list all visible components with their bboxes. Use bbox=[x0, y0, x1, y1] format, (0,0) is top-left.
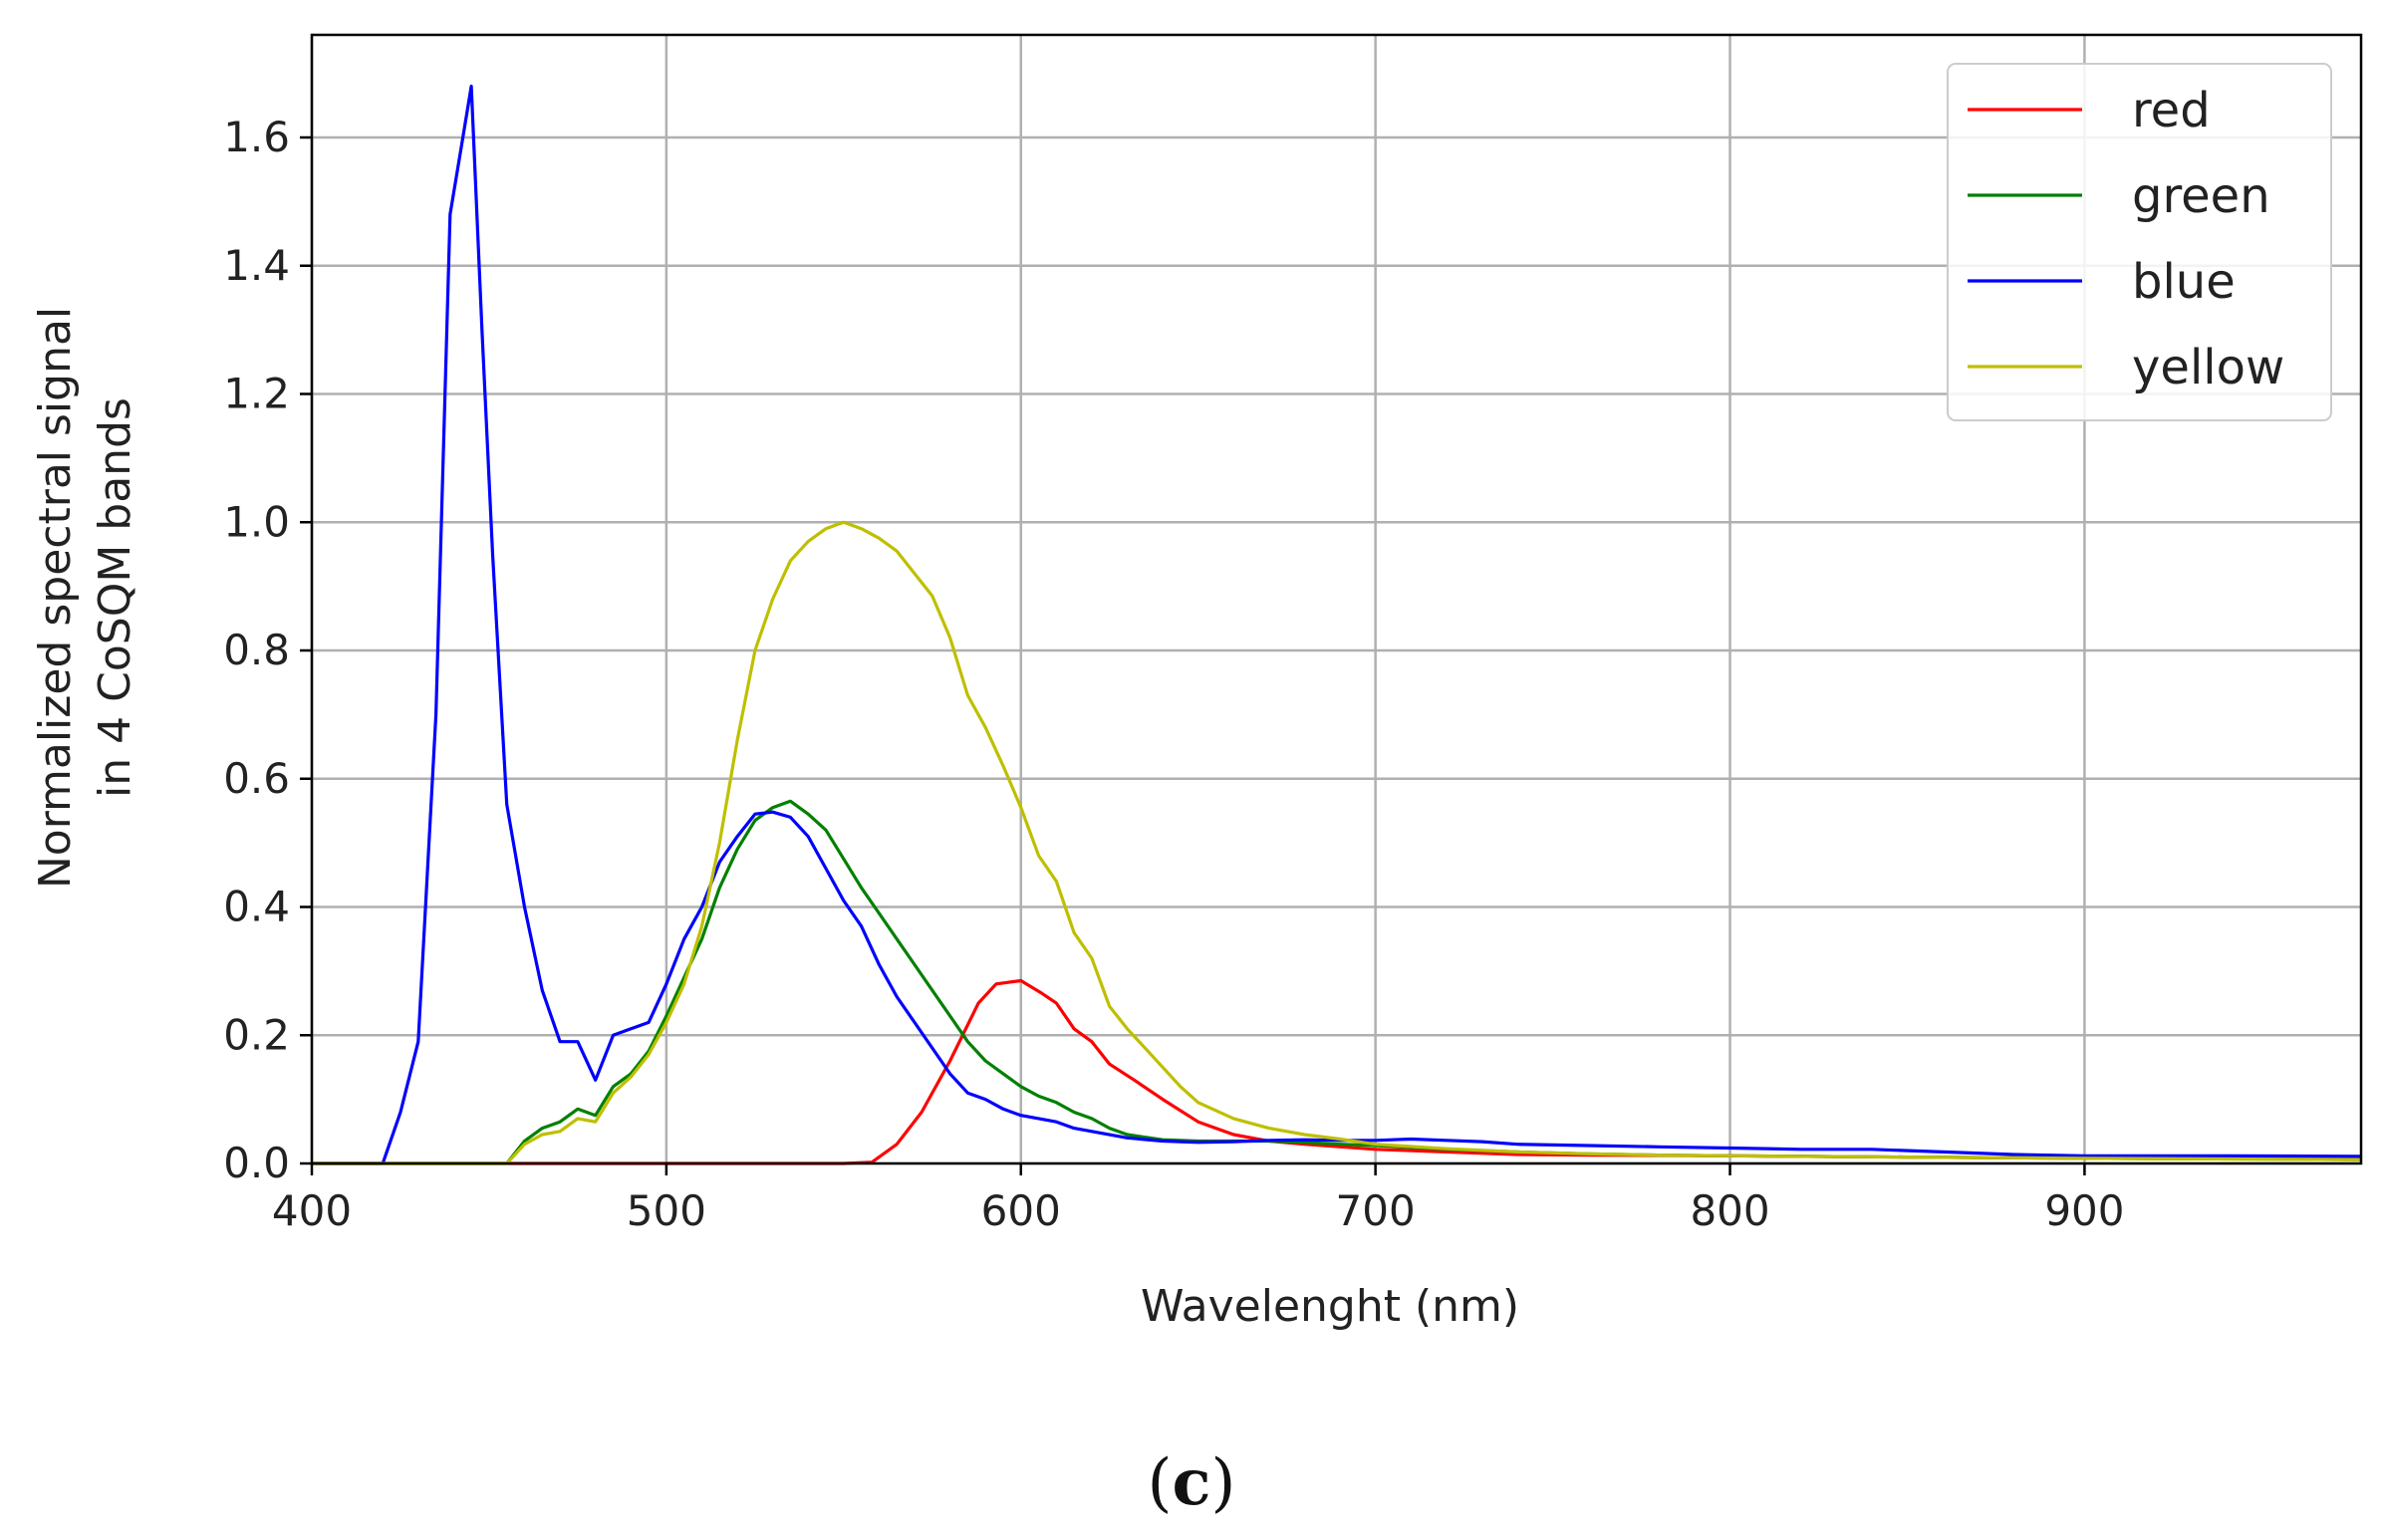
x-axis-ticks: 400 500 600 700 800 900 bbox=[272, 1163, 2124, 1235]
series-line-blue bbox=[312, 84, 2362, 1165]
legend-box bbox=[1947, 63, 2332, 421]
plot-frame bbox=[310, 33, 2363, 1165]
panel-label: (c) bbox=[1148, 1445, 1236, 1520]
legend: red green blue yellow bbox=[1947, 63, 2332, 421]
y-tick-label: 1.2 bbox=[223, 370, 290, 418]
x-axis-title: Wavelenght (nm) bbox=[1141, 1281, 1519, 1332]
y-axis-title-line1: Normalized spectral signal bbox=[30, 307, 81, 889]
x-tick-label: 900 bbox=[2044, 1186, 2124, 1235]
legend-label-red: red bbox=[2132, 83, 2211, 138]
y-axis-title-line2: in 4 CoSQM bands bbox=[90, 397, 140, 798]
x-tick-label: 800 bbox=[1690, 1186, 1769, 1235]
series-line-red bbox=[312, 978, 2362, 1165]
y-axis-title: Normalized spectral signal in 4 CoSQM ba… bbox=[30, 307, 140, 889]
y-tick-label: 1.4 bbox=[223, 241, 290, 290]
y-tick-label: 1.0 bbox=[223, 497, 290, 546]
series-line-green bbox=[312, 799, 2362, 1165]
y-tick-label: 0.6 bbox=[223, 754, 290, 803]
x-tick-label: 700 bbox=[1336, 1186, 1416, 1235]
series-line-yellow bbox=[312, 520, 2362, 1165]
x-tick-label: 600 bbox=[981, 1186, 1061, 1235]
series-lines bbox=[312, 84, 2362, 1165]
x-tick-label: 400 bbox=[272, 1186, 352, 1235]
legend-label-blue: blue bbox=[2132, 254, 2236, 310]
y-tick-label: 1.6 bbox=[223, 113, 290, 161]
legend-label-green: green bbox=[2132, 168, 2270, 224]
y-tick-label: 0.8 bbox=[223, 626, 290, 674]
x-tick-label: 500 bbox=[627, 1186, 706, 1235]
y-axis-ticks: 0.0 0.2 0.4 0.6 0.8 1.0 1.2 1.4 1.6 bbox=[223, 113, 312, 1187]
legend-label-yellow: yellow bbox=[2132, 340, 2284, 395]
y-tick-label: 0.4 bbox=[223, 883, 290, 931]
y-tick-label: 0.0 bbox=[223, 1139, 290, 1187]
y-tick-label: 0.2 bbox=[223, 1010, 290, 1059]
